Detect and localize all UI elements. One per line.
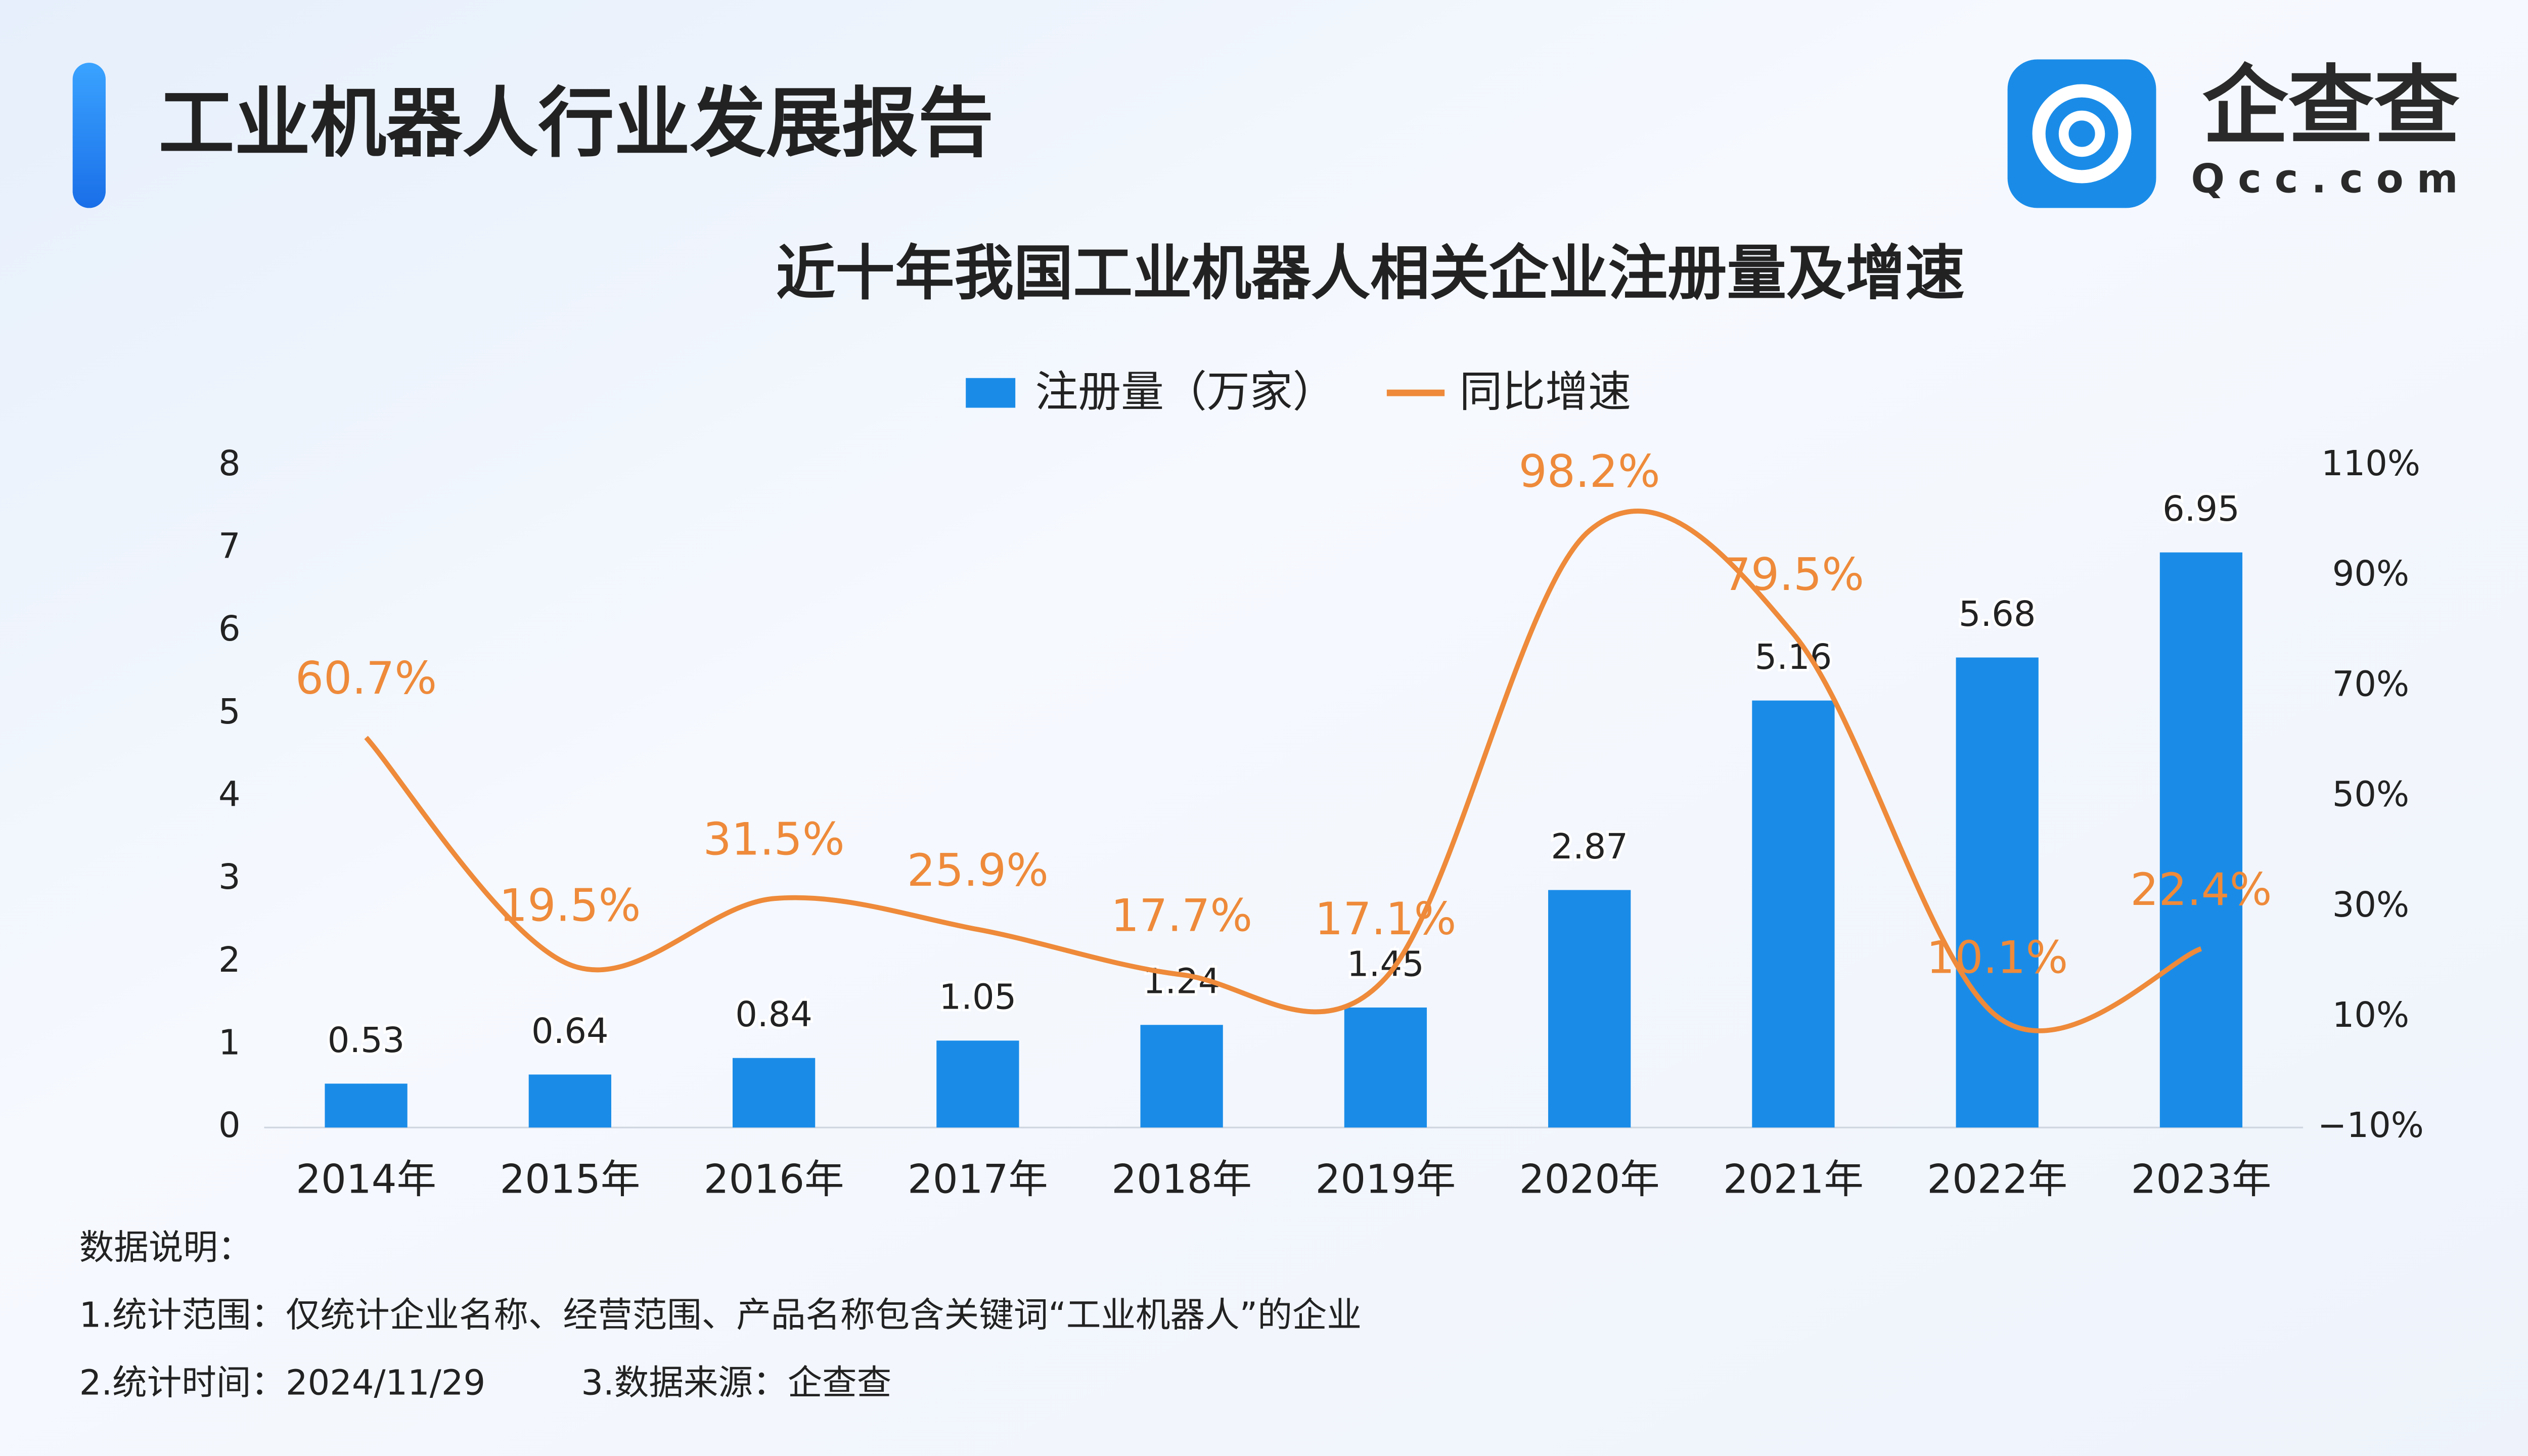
- y-tick-label: 8: [218, 443, 241, 484]
- logo-url: Qcc.com: [2191, 156, 2471, 202]
- bar: [325, 1083, 408, 1128]
- x-tick-label: 2020年: [1519, 1156, 1660, 1202]
- note: 1.统计范围：仅统计企业名称、经营范围、产品名称包含关键词“工业机器人”的企业: [79, 1295, 1362, 1336]
- line-value-label: 98.2%: [1519, 445, 1660, 497]
- logo-core: [2058, 110, 2105, 157]
- y-tick-label: 3: [218, 857, 241, 897]
- line-value-label: 10.1%: [1926, 931, 2068, 983]
- y2-tick-label: −10%: [2318, 1105, 2424, 1146]
- y2-tick-label: 90%: [2332, 554, 2409, 594]
- y-tick-label: 0: [218, 1105, 241, 1146]
- y-tick-label: 7: [218, 526, 241, 567]
- bar: [936, 1040, 1019, 1128]
- y-tick-label: 5: [218, 692, 241, 732]
- legend-swatch: [966, 378, 1016, 408]
- y2-tick-label: 50%: [2332, 775, 2409, 815]
- line-value-label: 31.5%: [703, 813, 845, 866]
- y-tick-label: 6: [218, 609, 241, 649]
- y2-tick-label: 70%: [2332, 664, 2409, 704]
- line-value-label: 60.7%: [295, 652, 437, 704]
- y2-tick-label: 110%: [2321, 443, 2420, 484]
- line-value-label: 25.9%: [907, 844, 1049, 896]
- line: [364, 509, 2202, 1033]
- chart-title: 近十年我国工业机器人相关企业注册量及增速: [776, 239, 1965, 308]
- bar-value-label: 0.64: [531, 1011, 609, 1052]
- bar: [732, 1058, 816, 1128]
- x-tick-label: 2017年: [908, 1156, 1048, 1202]
- bar: [1752, 700, 1835, 1128]
- bar-value-label: 1.05: [939, 977, 1017, 1018]
- x-tick-label: 2016年: [704, 1156, 844, 1202]
- bar: [1140, 1025, 1223, 1128]
- x-tick-label: 2019年: [1316, 1156, 1456, 1202]
- x-tick-label: 2021年: [1723, 1156, 1864, 1202]
- bar-value-label: 5.68: [1959, 594, 2036, 634]
- bar: [1344, 1007, 1427, 1128]
- bar: [2159, 552, 2243, 1128]
- x-tick-label: 2015年: [500, 1156, 640, 1202]
- legend-label: 注册量（万家）: [1035, 367, 1335, 417]
- bar: [528, 1074, 611, 1128]
- bar: [1548, 890, 1631, 1128]
- line-value-label: 19.5%: [499, 880, 641, 932]
- logo-ring: [2032, 84, 2132, 184]
- page-title: 工业机器人行业发展报告: [158, 80, 994, 168]
- line-value-label: 17.1%: [1315, 893, 1456, 945]
- note: 3.数据来源：企查查: [581, 1363, 891, 1403]
- bar: [1956, 657, 2039, 1128]
- line-value-label: 17.7%: [1111, 889, 1252, 941]
- line-value-label: 22.4%: [2130, 863, 2272, 916]
- bar-value-label: 0.84: [735, 994, 812, 1035]
- x-tick-label: 2023年: [2131, 1156, 2272, 1202]
- legend-label: 同比增速: [1460, 367, 1632, 417]
- x-tick-label: 2014年: [296, 1156, 436, 1202]
- bar-value-label: 0.53: [328, 1020, 405, 1061]
- notes-heading: 数据说明：: [79, 1227, 253, 1268]
- x-tick-label: 2018年: [1111, 1156, 1252, 1202]
- y-tick-label: 1: [218, 1023, 241, 1063]
- y2-tick-label: 30%: [2332, 885, 2409, 925]
- logo-icon: [2007, 59, 2156, 208]
- y-tick-label: 4: [218, 775, 241, 815]
- line-value-label: 79.5%: [1723, 549, 1864, 601]
- x-tick-label: 2022年: [1927, 1156, 2067, 1202]
- title-accent: [72, 63, 106, 208]
- logo-name: 企查查: [2202, 56, 2460, 156]
- bar-value-label: 6.95: [2162, 489, 2240, 529]
- y-tick-label: 2: [218, 940, 241, 980]
- note: 2.统计时间：2024/11/29: [79, 1363, 485, 1403]
- bar-value-label: 2.87: [1551, 827, 1628, 867]
- y2-tick-label: 10%: [2332, 995, 2409, 1035]
